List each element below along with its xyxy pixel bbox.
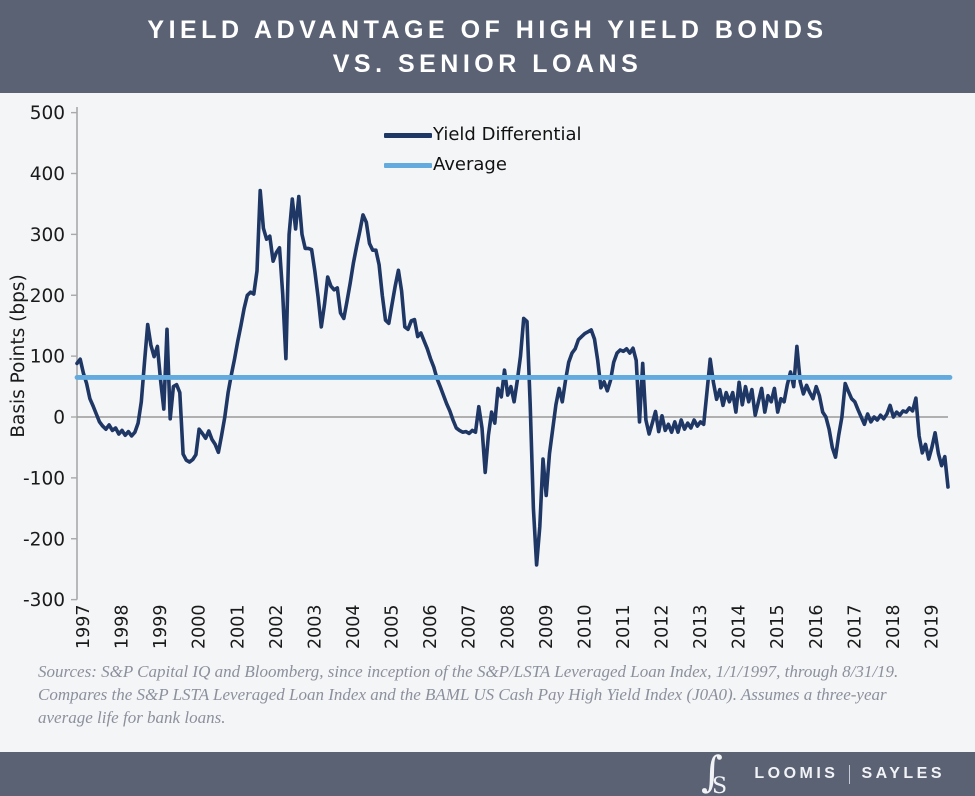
x-axis-year-label: 1999 — [151, 604, 171, 649]
x-axis-year-label: 2000 — [190, 604, 210, 649]
legend-label-yield-differential: Yield Differential — [433, 124, 582, 145]
brand-word-sayles: SAYLES — [861, 765, 945, 782]
yield-differential-swatch — [384, 132, 432, 138]
x-axis-year-label: 2001 — [228, 604, 248, 649]
x-axis-year-label: 2003 — [305, 604, 325, 649]
y-axis-tick-label: 400 — [30, 164, 65, 185]
x-axis-year-label: 2005 — [383, 604, 403, 649]
chart-area: 500 400 300 200 100 0 -100 -200 -300 1997 1998 1999… — [0, 93, 975, 660]
footnote-line1: Sources: S&P Capital IQ and Bloomberg, s… — [38, 662, 899, 681]
x-axis-year-label: 2013 — [691, 604, 711, 649]
legend-item-average: Average — [384, 150, 582, 180]
y-axis-tick-label: 100 — [30, 347, 65, 368]
svg-text:∫: ∫ — [701, 753, 723, 795]
x-axis-year-label: 1997 — [74, 604, 94, 649]
x-axis-year-label: 2011 — [614, 604, 634, 649]
x-axis-year-label: 2010 — [575, 604, 595, 649]
x-axis-year-label: 2019 — [923, 604, 943, 649]
footnote-line2: Compares the S&P LSTA Leveraged Loan Ind… — [38, 685, 887, 704]
x-axis-year-label: 2002 — [267, 604, 287, 649]
svg-text:S: S — [712, 774, 727, 795]
x-axis-year-label: 1998 — [113, 604, 133, 649]
y-axis-tick-label: 0 — [53, 408, 65, 429]
brand-word-loomis: LOOMIS — [754, 765, 839, 782]
chart-title-bar: YIELD ADVANTAGE OF HIGH YIELD BONDS VS. … — [0, 0, 975, 93]
x-axis-year-label: 2018 — [884, 604, 904, 649]
chart-title-line2: VS. SENIOR LOANS — [332, 50, 643, 78]
x-axis-year-label: 2014 — [730, 604, 750, 649]
source-footnote: Sources: S&P Capital IQ and Bloomberg, s… — [38, 660, 953, 729]
loomis-sayles-brand: ∫ S LOOMIS SAYLES — [700, 753, 945, 795]
x-axis-year-label: 2008 — [498, 604, 518, 649]
x-axis-year-label: 2012 — [653, 604, 673, 649]
y-axis-tick-label: 500 — [30, 103, 65, 124]
x-axis-year-label: 2017 — [845, 604, 865, 649]
average-swatch — [384, 162, 432, 168]
footnote-line3: average life for bank loans. — [38, 708, 226, 727]
brand-footer-bar: ∫ S LOOMIS SAYLES — [0, 752, 975, 796]
x-axis-year-label: 2006 — [421, 604, 441, 649]
x-axis-year-label: 2009 — [537, 604, 557, 649]
loomis-sayles-logo-icon: ∫ S — [701, 753, 727, 795]
chart-legend: Yield Differential Average — [384, 120, 582, 180]
y-axis-tick-label: 300 — [30, 225, 65, 246]
y-axis-tick-label: -100 — [23, 468, 65, 489]
x-axis-year-label: 2007 — [460, 604, 480, 649]
yield-differential-line — [75, 188, 950, 567]
y-axis-title: Basis Points (bps) — [8, 274, 29, 437]
y-axis-tick-label: -300 — [23, 590, 65, 611]
chart-title-line1: YIELD ADVANTAGE OF HIGH YIELD BONDS — [147, 16, 828, 44]
y-axis-tick-label: -200 — [23, 529, 65, 550]
x-axis-year-label: 2015 — [768, 604, 788, 649]
y-axis-tick-label: 200 — [30, 286, 65, 307]
legend-item-yield-differential: Yield Differential — [384, 120, 582, 150]
x-axis-year-label: 2016 — [807, 604, 827, 649]
legend-label-average: Average — [433, 154, 507, 175]
yield-differential-chart: 500 400 300 200 100 0 -100 -200 -300 1997 1998 1999… — [8, 103, 953, 649]
x-axis-year-label: 2004 — [344, 604, 364, 649]
brand-divider — [849, 764, 851, 784]
